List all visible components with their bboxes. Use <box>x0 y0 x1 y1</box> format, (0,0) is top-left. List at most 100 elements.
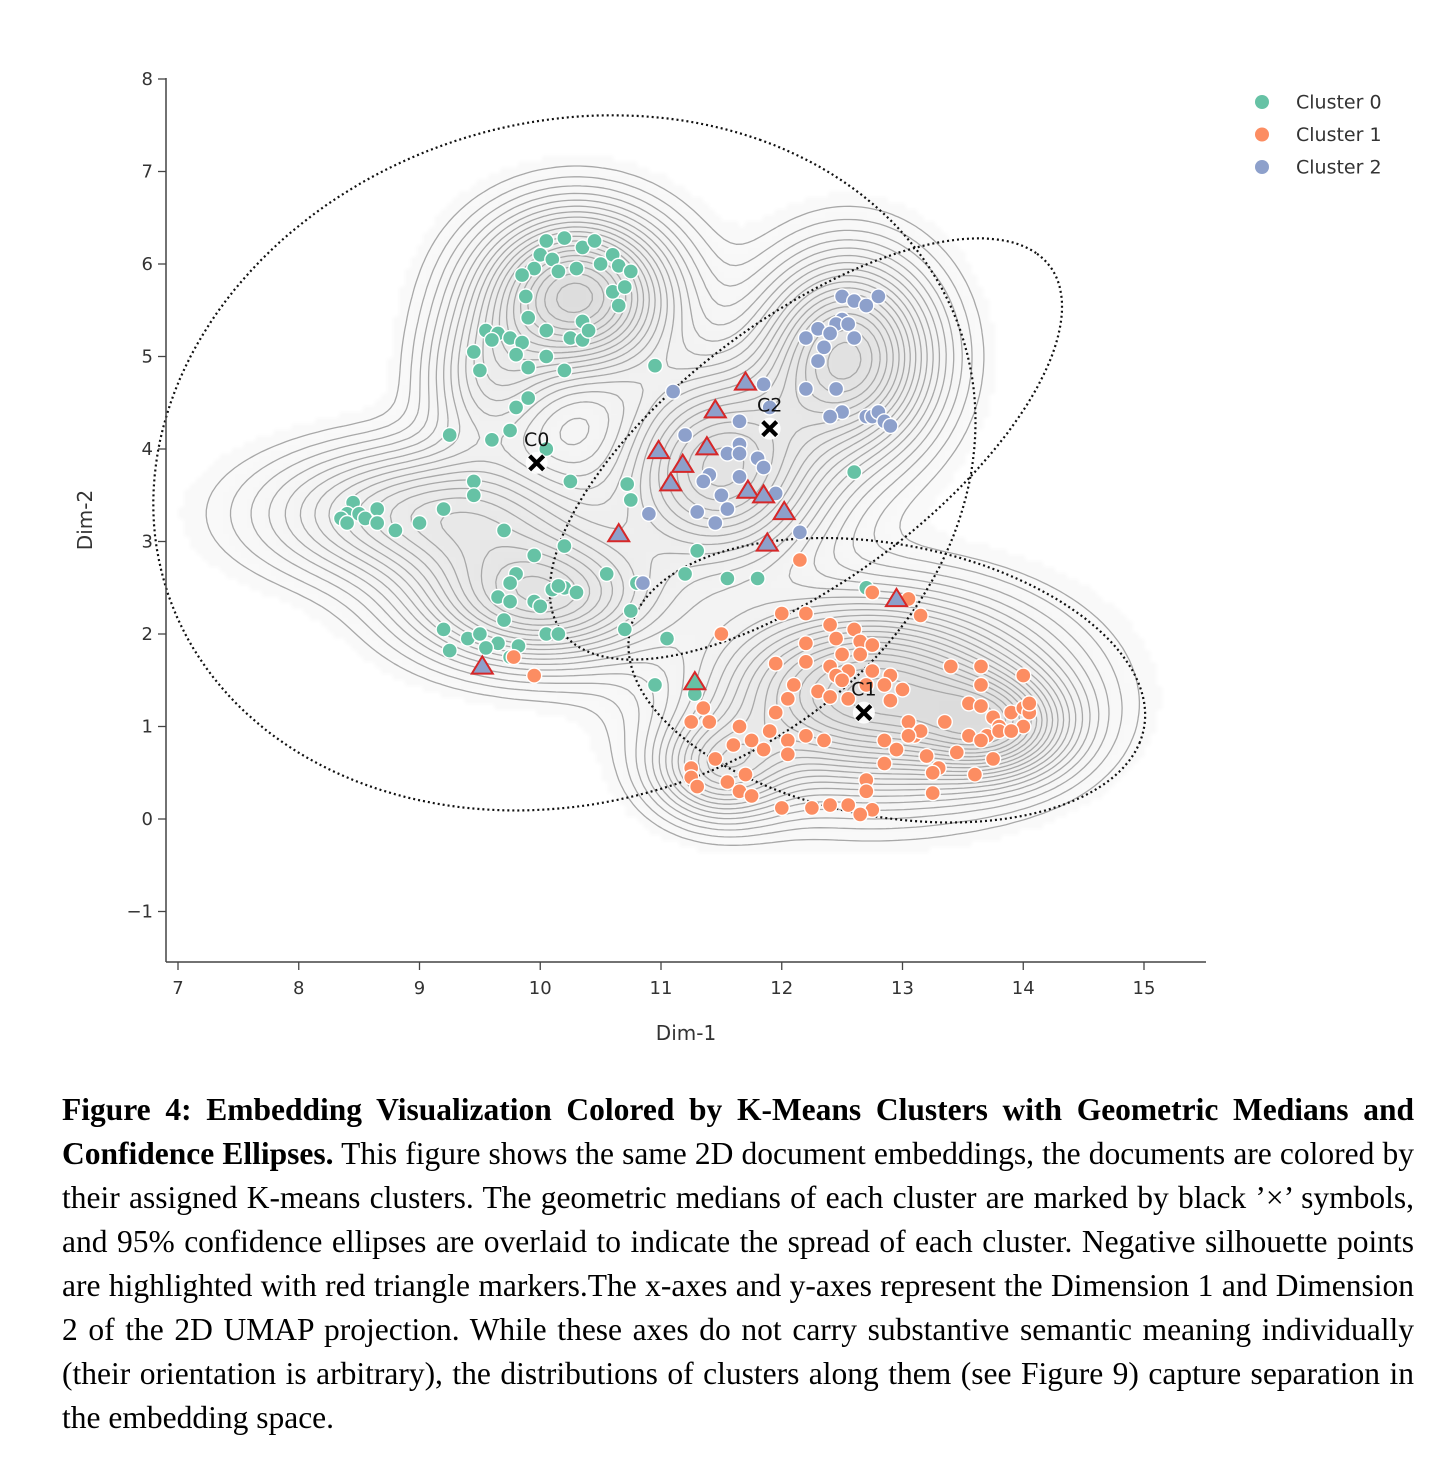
cluster-0-point <box>538 348 555 365</box>
axes <box>165 78 1206 963</box>
cluster-2-point <box>640 505 658 522</box>
cluster-2-point <box>761 399 778 416</box>
cluster-0-point <box>646 676 664 694</box>
y-axis-label: Dim-2 <box>73 490 97 550</box>
cluster-2-point <box>695 473 712 490</box>
cluster-1-point <box>779 690 796 707</box>
cluster-1-point <box>827 630 845 647</box>
cluster-1-point <box>791 551 809 569</box>
cluster-0-point <box>387 522 404 539</box>
cluster-1-point <box>942 658 959 675</box>
cluster-0-point <box>550 263 567 280</box>
cluster-1-point <box>864 636 881 654</box>
cluster-1-point <box>743 732 760 749</box>
cluster-0-point <box>495 522 513 539</box>
cluster-0-point <box>550 625 567 643</box>
cluster-0-point <box>411 514 428 532</box>
caption-label: Figure 4: <box>62 1092 192 1127</box>
negative-silhouette-triangle <box>606 522 631 543</box>
cluster-2-point <box>791 524 809 541</box>
median-label: C0 <box>524 429 549 451</box>
cluster-1-point <box>882 692 899 709</box>
cluster-1-point <box>852 646 869 663</box>
negative-silhouette-triangle <box>751 483 776 504</box>
cluster-2-point <box>797 380 815 398</box>
cluster-0-point <box>598 565 615 583</box>
cluster-0-point <box>435 621 452 638</box>
cluster-0-point <box>471 625 489 643</box>
cluster-0-point <box>507 346 525 363</box>
cluster-1-point <box>701 713 718 731</box>
cluster-1-point <box>852 806 869 823</box>
median-x-symbol <box>761 420 779 438</box>
cluster-1-point <box>888 741 905 758</box>
negative-silhouette-triangle <box>735 478 761 499</box>
median-marker-c2: C2 <box>757 395 782 440</box>
median-label: C2 <box>757 395 782 417</box>
negative-silhouette-triangle <box>470 654 495 675</box>
cluster-2-point <box>664 383 682 400</box>
median-x-symbol <box>855 704 873 722</box>
cluster-1-point <box>876 732 893 749</box>
cluster-0-point <box>550 577 567 595</box>
y-tick-label: 1 <box>142 717 153 738</box>
cluster-0-point <box>441 642 458 659</box>
legend: Cluster 0 Cluster 1 Cluster 2 <box>1255 92 1382 179</box>
cluster-1-point <box>833 672 851 689</box>
cluster-1-point <box>864 662 881 680</box>
cluster-1-point <box>755 741 772 758</box>
cluster-2-point <box>731 445 748 462</box>
cluster-1-point <box>719 773 736 791</box>
cluster-2-point <box>870 288 887 305</box>
median-marker-c1: C1 <box>851 679 877 724</box>
cluster-0-point <box>507 399 525 416</box>
cluster-1-point <box>918 747 935 765</box>
cluster-0-point <box>622 491 639 509</box>
cluster-1-point <box>767 704 784 721</box>
cluster-0-point <box>520 359 537 376</box>
cluster-1-point <box>948 744 965 761</box>
caption-title: Embedding Visualization Colored by K-Mea… <box>62 1092 1414 1171</box>
geometric-medians: C0 C1 C2 <box>524 395 877 724</box>
cluster-1-point <box>833 646 851 663</box>
cluster-1-point <box>840 796 857 814</box>
cluster-2-point <box>809 352 827 370</box>
x-tick-label: 9 <box>414 978 425 999</box>
legend-label-cluster-0: Cluster 0 <box>1296 92 1382 114</box>
cluster-0-point <box>592 255 609 273</box>
cluster-1-point <box>773 605 790 622</box>
cluster-1-point <box>526 667 543 684</box>
cluster-1-point <box>695 699 712 717</box>
y-ticks: −1 0 1 2 3 4 5 6 7 8 <box>126 69 166 923</box>
negative-silhouette-triangle <box>646 438 671 460</box>
cluster-0-point <box>749 570 766 587</box>
cluster-2-point <box>858 297 875 314</box>
cluster-1-point <box>972 676 990 694</box>
cluster-1-point <box>1015 667 1032 684</box>
cluster-1-point <box>779 732 796 749</box>
cluster-0-point <box>526 547 543 564</box>
y-tick-label: 5 <box>142 347 153 368</box>
cluster-1-point <box>743 787 760 805</box>
cluster-2-point <box>713 487 730 504</box>
x-tick-label: 15 <box>1133 978 1156 999</box>
cluster-0-point <box>616 621 633 638</box>
cluster-1-point <box>767 655 784 672</box>
median-x-symbol <box>528 454 546 472</box>
cluster-2-point <box>731 468 748 485</box>
cluster-1-point <box>707 750 724 768</box>
cluster-0-point <box>441 426 458 444</box>
cluster-1-point <box>797 605 815 622</box>
cluster-1-point <box>876 676 893 694</box>
cluster-1-point <box>924 784 941 802</box>
cluster-0-point <box>501 422 519 439</box>
data-points <box>332 229 1038 823</box>
cluster-1-point <box>840 690 857 707</box>
confidence-ellipse-c2 <box>548 237 1064 661</box>
cluster-0-point <box>556 537 573 555</box>
cluster-0-point <box>495 611 513 629</box>
cluster-0-point <box>538 322 555 339</box>
legend-marker-cluster-1 <box>1255 127 1269 142</box>
negative-silhouette-triangle <box>703 398 728 419</box>
cluster-2-point <box>676 426 694 444</box>
